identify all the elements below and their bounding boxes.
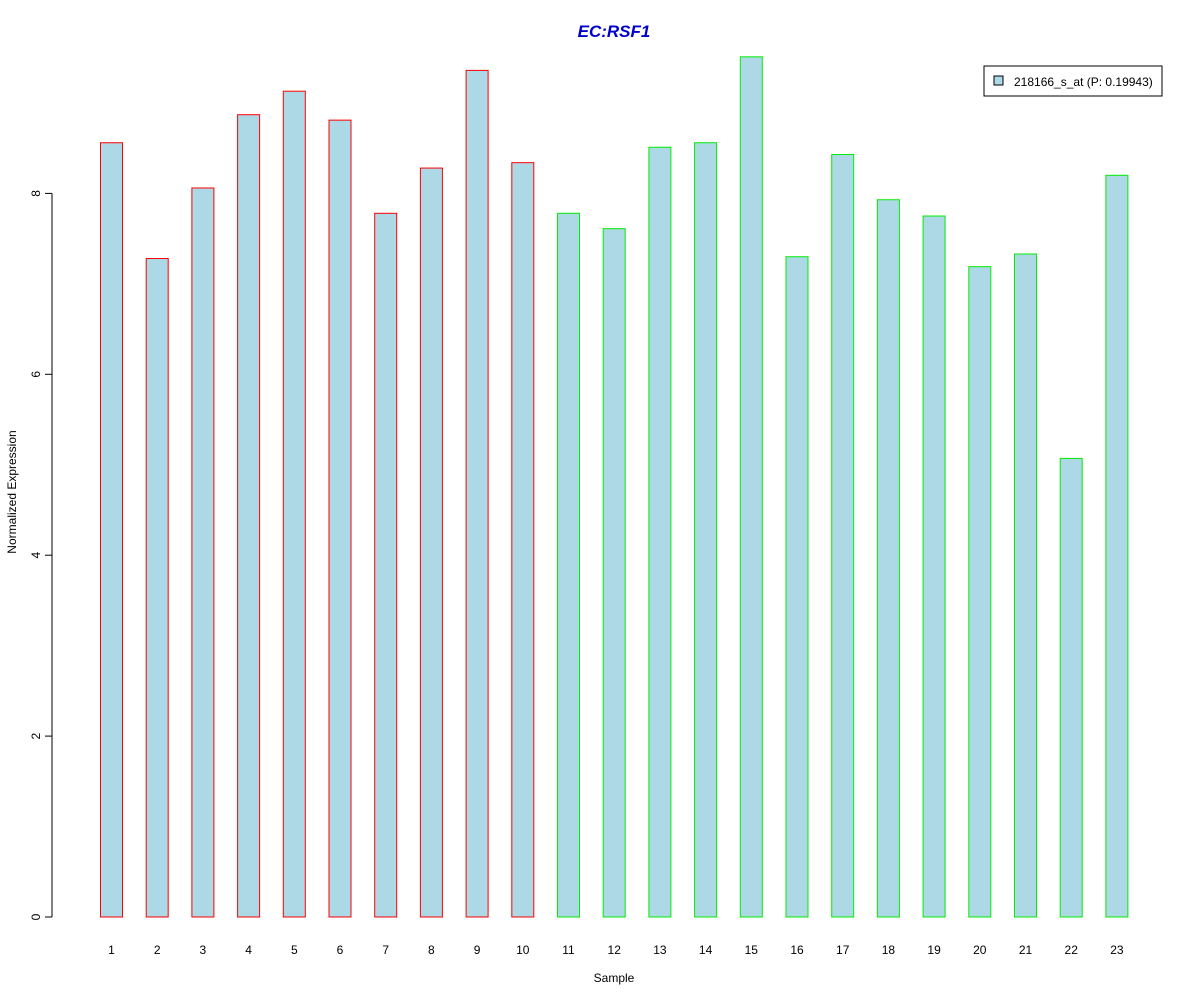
y-tick-label: 8 xyxy=(29,190,43,197)
bar-sample-19 xyxy=(922,215,946,918)
x-tick-label: 11 xyxy=(562,943,575,957)
bar-sample-11 xyxy=(557,212,580,918)
bar-sample-16 xyxy=(785,256,809,918)
x-tick-label: 2 xyxy=(154,943,161,957)
bar-sample-2 xyxy=(145,258,169,918)
x-tick-label: 17 xyxy=(836,943,850,957)
y-axis-label: Normalized Expression xyxy=(5,430,19,553)
legend-label: 218166_s_at (P: 0.19943) xyxy=(1014,75,1153,89)
bar-sample-5 xyxy=(282,90,306,918)
y-tick-label: 4 xyxy=(29,552,43,559)
bar-sample-15 xyxy=(739,56,763,918)
bar-sample-1 xyxy=(100,142,123,918)
x-tick-label: 3 xyxy=(200,943,207,957)
bar-sample-9 xyxy=(465,69,489,918)
x-tick-label: 10 xyxy=(516,943,530,957)
bar-sample-20 xyxy=(968,266,992,918)
bar-sample-7 xyxy=(374,212,398,918)
y-tick-label: 2 xyxy=(29,732,43,739)
bar-sample-4 xyxy=(237,114,261,918)
bar-sample-17 xyxy=(831,154,855,918)
bar-sample-23 xyxy=(1105,174,1129,918)
x-tick-label: 12 xyxy=(608,943,622,957)
x-tick-label: 19 xyxy=(927,943,941,957)
x-axis-label: Sample xyxy=(594,971,635,985)
x-tick-label: 15 xyxy=(745,943,759,957)
bar-sample-10 xyxy=(511,162,535,918)
x-tick-label: 4 xyxy=(245,943,252,957)
bar-sample-21 xyxy=(1014,253,1037,918)
legend: 218166_s_at (P: 0.19943) xyxy=(983,65,1163,97)
bar-sample-22 xyxy=(1059,457,1083,918)
y-tick-label: 0 xyxy=(29,913,43,920)
bar-sample-8 xyxy=(419,167,443,918)
x-tick-label: 1 xyxy=(108,943,115,957)
bar-sample-6 xyxy=(328,119,352,918)
x-tick-label: 18 xyxy=(882,943,896,957)
x-tick-label: 7 xyxy=(382,943,389,957)
bar-sample-18 xyxy=(876,199,900,918)
x-tick-label: 14 xyxy=(699,943,713,957)
x-tick-label: 20 xyxy=(973,943,987,957)
x-tick-label: 9 xyxy=(474,943,481,957)
legend-box xyxy=(983,65,1163,97)
y-tick-label: 6 xyxy=(29,371,43,378)
x-tick-label: 16 xyxy=(790,943,804,957)
bar-sample-13 xyxy=(648,146,672,918)
bar-sample-3 xyxy=(191,187,215,918)
chart-title: EC:RSF1 xyxy=(578,22,651,41)
bar-sample-14 xyxy=(694,142,718,918)
x-tick-label: 23 xyxy=(1110,943,1124,957)
x-tick-labels: 1 2 3 4 5 6 7 8 9 10 11 12 13 14 15 16 17 18 19 20 21 22 23 xyxy=(108,943,1124,957)
x-tick-label: 5 xyxy=(291,943,298,957)
x-tick-label: 6 xyxy=(337,943,344,957)
bars-group xyxy=(100,56,1129,918)
y-axis: 0 2 4 6 8 xyxy=(29,190,53,920)
x-tick-label: 13 xyxy=(653,943,667,957)
bar-sample-12 xyxy=(602,228,626,918)
x-tick-label: 22 xyxy=(1065,943,1079,957)
x-tick-label: 8 xyxy=(428,943,435,957)
legend-swatch xyxy=(993,75,1004,86)
x-tick-label: 21 xyxy=(1019,943,1033,957)
